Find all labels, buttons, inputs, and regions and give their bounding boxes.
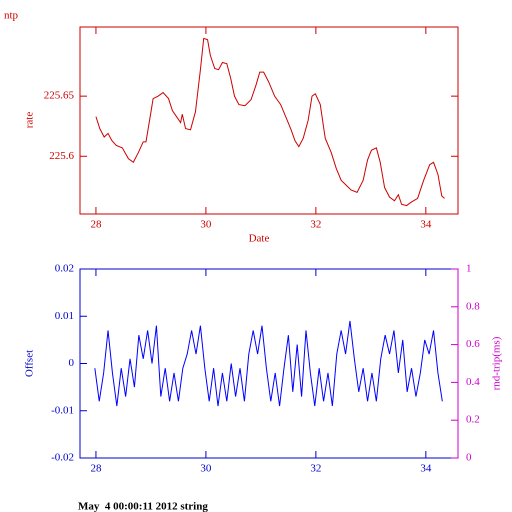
y2-tick-label: 0 [466,452,472,464]
y-tick-label: 225.65 [44,90,75,102]
y2-tick-label: 0.2 [466,414,480,426]
y-axis-label: Offset [24,350,36,377]
y-tick-label: 225.6 [49,150,74,162]
y2-tick-label: 0.4 [466,376,480,388]
y-tick-label: 0 [69,357,75,369]
x-axis-label: Date [249,233,270,245]
y-tick-label: 0.02 [55,263,74,275]
x-tick-label: 34 [420,463,432,475]
x-tick-label: 32 [310,219,321,231]
chart-title: ntp [4,10,19,22]
y-tick-label: -0.01 [51,404,74,416]
x-tick-label: 34 [420,219,432,231]
plot-frame [79,26,459,215]
x-tick-label: 30 [200,463,212,475]
x-tick-label: 28 [90,463,102,475]
x-tick-label: 28 [90,219,102,231]
x-tick-label: 30 [200,219,212,231]
data-line [95,37,445,207]
x-tick-label: 32 [310,463,321,475]
y-axis-label: rate [24,112,36,129]
data-line [94,320,443,407]
y-tick-label: 0.01 [55,310,74,322]
y2-tick-label: 0.6 [466,338,480,350]
y2-tick-label: 1 [466,263,472,275]
y2-axis-label: rnd-trip(ms) [491,336,503,390]
y-tick-label: -0.02 [51,452,74,464]
footer: May 4 00:00:11 2012 string [78,501,208,512]
y2-tick-label: 0.8 [466,300,480,312]
